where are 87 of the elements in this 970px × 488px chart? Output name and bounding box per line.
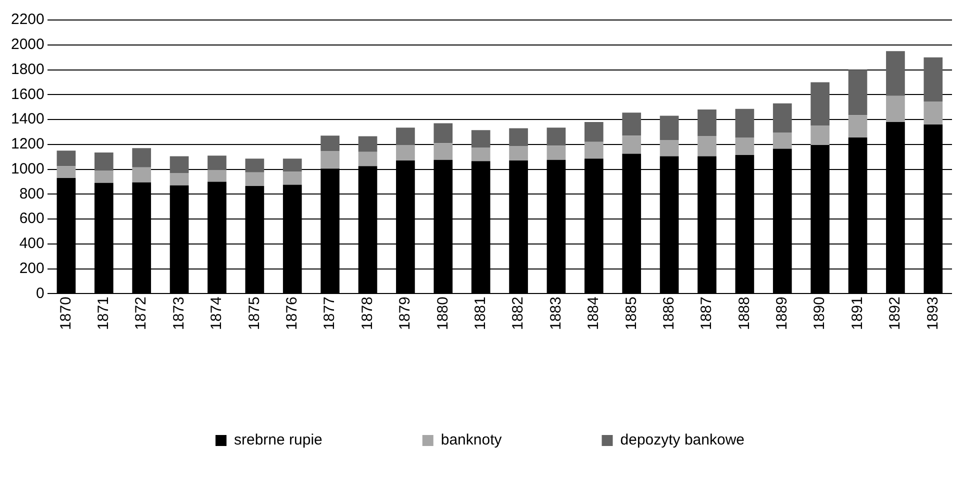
y-tick-label: 400 bbox=[19, 235, 44, 252]
y-tick-label: 1600 bbox=[10, 86, 44, 103]
bar bbox=[434, 143, 453, 160]
x-tick-label: 1879 bbox=[396, 296, 414, 330]
legend-label: depozyty bankowe bbox=[620, 432, 745, 449]
y-tick-label: 1000 bbox=[10, 160, 44, 178]
y-tick-label: 2200 bbox=[10, 11, 44, 28]
bar bbox=[924, 101, 943, 124]
bar bbox=[924, 57, 943, 102]
x-tick-label: 1876 bbox=[284, 296, 301, 330]
y-tick-label: 600 bbox=[19, 210, 44, 228]
x-tick-label: 1875 bbox=[246, 296, 263, 330]
x-tick-label: 1884 bbox=[585, 296, 602, 330]
bar bbox=[94, 170, 114, 183]
bar bbox=[320, 151, 340, 169]
y-tick-label: 1200 bbox=[10, 136, 44, 153]
bar bbox=[56, 166, 76, 178]
bar bbox=[170, 156, 189, 173]
legend-label: banknoty bbox=[440, 432, 502, 449]
bar bbox=[886, 51, 905, 96]
bar bbox=[848, 70, 868, 116]
bar bbox=[245, 158, 264, 172]
bar bbox=[622, 136, 642, 154]
bar bbox=[546, 128, 566, 146]
bar bbox=[396, 128, 415, 145]
bar bbox=[358, 152, 378, 166]
bar bbox=[245, 172, 264, 186]
x-tick-label: 1891 bbox=[848, 296, 866, 330]
bar bbox=[320, 136, 340, 152]
x-tick-label: 1889 bbox=[774, 296, 791, 330]
bar bbox=[132, 148, 152, 168]
x-tick-label: 1882 bbox=[510, 296, 527, 330]
x-tick-label: 1880 bbox=[434, 296, 452, 330]
bar bbox=[282, 158, 302, 172]
x-tick-label: 1886 bbox=[660, 296, 678, 330]
bar bbox=[772, 132, 792, 149]
bar bbox=[886, 96, 905, 122]
bar bbox=[584, 142, 604, 159]
bar bbox=[584, 122, 604, 142]
bar bbox=[848, 115, 868, 138]
bar bbox=[772, 103, 792, 133]
x-tick-label: 1881 bbox=[472, 296, 489, 330]
x-tick-label: 1878 bbox=[358, 296, 376, 330]
bar bbox=[509, 146, 528, 161]
bar bbox=[208, 156, 226, 170]
bar bbox=[735, 138, 754, 155]
bar bbox=[660, 116, 679, 140]
bar bbox=[509, 128, 528, 146]
x-tick-label: 1888 bbox=[736, 296, 753, 330]
bar bbox=[622, 112, 642, 136]
bar bbox=[471, 130, 490, 148]
x-tick-label: 1883 bbox=[547, 296, 564, 330]
legend-label: srebrne rupie bbox=[234, 432, 322, 449]
x-tick-label: 1874 bbox=[208, 296, 226, 330]
bar bbox=[546, 146, 566, 160]
bar bbox=[396, 145, 415, 161]
y-tick-label: 1800 bbox=[10, 60, 44, 78]
bar bbox=[698, 110, 716, 136]
bar bbox=[282, 172, 302, 185]
bar bbox=[170, 172, 189, 186]
bar bbox=[698, 136, 716, 156]
y-tick-label: 200 bbox=[19, 260, 44, 277]
y-tick-label: 800 bbox=[19, 185, 44, 202]
bar bbox=[94, 152, 114, 170]
x-tick-label: 1872 bbox=[132, 296, 150, 330]
y-tick-label: 0 bbox=[36, 284, 44, 302]
bar bbox=[810, 126, 830, 145]
x-tick-label: 1871 bbox=[95, 296, 112, 330]
bar bbox=[471, 147, 490, 162]
x-tick-label: 1892 bbox=[886, 296, 904, 330]
bar bbox=[132, 167, 152, 182]
y-tick-label: 1400 bbox=[10, 110, 44, 128]
x-tick-label: 1885 bbox=[622, 296, 640, 330]
bar bbox=[56, 150, 76, 166]
x-tick-label: 1890 bbox=[811, 296, 828, 330]
bar bbox=[735, 108, 754, 138]
x-tick-label: 1870 bbox=[57, 296, 74, 330]
x-tick-label: 1873 bbox=[170, 296, 188, 330]
bar bbox=[208, 170, 226, 182]
x-tick-label: 1887 bbox=[698, 296, 716, 330]
bar bbox=[434, 123, 453, 144]
bar bbox=[660, 140, 679, 156]
y-tick-label: 2000 bbox=[10, 36, 44, 54]
x-tick-label: 1877 bbox=[321, 296, 338, 330]
x-tick-label: 1893 bbox=[924, 296, 942, 330]
bar bbox=[358, 136, 378, 152]
bar bbox=[810, 82, 830, 126]
